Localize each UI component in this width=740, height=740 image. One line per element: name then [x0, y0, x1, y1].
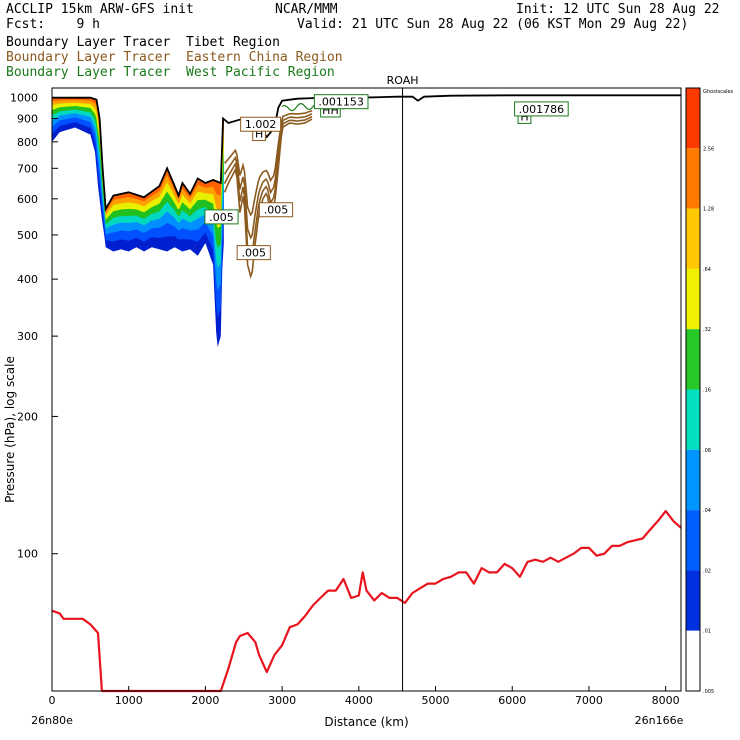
colorbar-swatch-7 — [686, 510, 700, 571]
annotation-text: .005 — [241, 247, 266, 260]
x-axis-title: Distance (km) — [324, 715, 408, 729]
colorbar-label: .04 — [703, 508, 711, 514]
annotation-text: H — [520, 110, 528, 123]
x-tick-label: 6000 — [498, 694, 526, 707]
header-right-line1: Init: 12 UTC Sun 28 Aug 22 — [516, 2, 720, 17]
china-tracer-contour-3 — [224, 109, 313, 217]
x-tick-label: 4000 — [345, 694, 373, 707]
tropopause-line — [51, 510, 682, 693]
station-label: ROAH — [387, 74, 419, 87]
tracer-fill-layer — [52, 97, 224, 348]
y-tick-label: 800 — [17, 136, 38, 149]
annotation-text: 1.002 — [245, 118, 277, 131]
annotation-box — [204, 209, 239, 225]
annotation-text: .001786 — [519, 103, 565, 116]
header-right-line2: Valid: 21 UTC Sun 28 Aug 22 (06 KST Mon … — [297, 17, 689, 32]
colorbar-swatch-2 — [686, 208, 700, 269]
legend-tracer-china: Boundary Layer Tracer Eastern China Regi… — [6, 50, 343, 65]
colorbar-swatch-8 — [686, 570, 700, 631]
header-left-line2: Fcst: 9 h — [6, 17, 100, 32]
colorbar-swatch-0 — [686, 88, 700, 149]
header-left-line1: ACCLIP 15km ARW-GFS init — [6, 2, 194, 17]
annotation-1: .005 — [236, 245, 271, 261]
colorbar-label: Ghostscales — [703, 89, 734, 95]
legend-tracer-pacific: Boundary Layer Tracer West Pacific Regio… — [6, 65, 335, 80]
plot-frame — [51, 87, 682, 692]
colorbar-swatch-3 — [686, 268, 700, 330]
annotation-8: .001786 — [514, 101, 569, 117]
x-tick-label: 8000 — [652, 694, 680, 707]
annotation-0: .005 — [204, 209, 239, 225]
y-tick-label: 500 — [17, 229, 38, 242]
terrain-line — [52, 94, 681, 212]
annotation-4: 1.002 — [240, 116, 282, 132]
colorbar-label: .16 — [703, 388, 711, 394]
colorbar-label: .08 — [703, 448, 711, 454]
y-tick-label: 100 — [17, 548, 38, 561]
colorbar-swatch-4 — [686, 329, 700, 390]
colorbar-label: 1.28 — [703, 207, 714, 213]
china-tracer-contour-0 — [223, 118, 313, 279]
annotation-text: .005 — [209, 211, 234, 224]
x-tick-label: 7000 — [575, 694, 603, 707]
annotation-box — [240, 116, 282, 132]
colorbar-label: .02 — [703, 568, 711, 574]
y-tick-label: 400 — [17, 273, 38, 286]
y-axis-title: Pressure (hPa), log scale — [3, 356, 17, 503]
tibet-tracer-band-4 — [52, 97, 224, 248]
y-tick-label: 200 — [17, 410, 38, 423]
colorbar-frame — [685, 87, 701, 692]
china-tracer-contour-1 — [223, 115, 313, 261]
x-tick-label: 3000 — [268, 694, 296, 707]
colorbar-label: .64 — [703, 267, 711, 273]
x-tick-label: 1000 — [115, 694, 143, 707]
colorbar-label: .01 — [703, 629, 711, 635]
colorbar-label: .32 — [703, 327, 711, 333]
x-tick-label: 5000 — [422, 694, 450, 707]
colorbar-swatch-5 — [686, 389, 700, 450]
y-tick-label: 300 — [17, 330, 38, 343]
header-center-line1: NCAR/MMM — [275, 2, 338, 17]
colorbar-label: .005 — [703, 689, 714, 695]
annotation-box — [236, 245, 271, 261]
annotation-box — [514, 101, 569, 117]
y-tick-label: 700 — [17, 162, 38, 175]
colorbar-label: 2.56 — [703, 146, 714, 152]
colorbar-swatch-1 — [686, 148, 700, 209]
annotation-text: .001153 — [318, 96, 364, 109]
axes-layer: ROAH 0 1000 2000 3000 4000 5000 6000 7000 8000 26n… — [3, 74, 684, 729]
x-tick-label: 2000 — [191, 694, 219, 707]
annotation-text: .005 — [264, 204, 289, 217]
china-tracer-contour-2 — [223, 113, 313, 240]
line-layer — [51, 88, 682, 693]
y-tick-label: 1000 — [10, 92, 38, 105]
annotation-box — [258, 202, 294, 218]
x-end-label: 26n166e — [635, 714, 684, 727]
legend-tracer-tibet: Boundary Layer Tracer Tibet Region — [6, 35, 280, 50]
annotation-box — [313, 94, 369, 110]
annotation-2: .005 — [258, 202, 294, 218]
x-tick-label: 0 — [49, 694, 56, 707]
colorbar-swatch-9 — [686, 630, 700, 691]
y-tick-label: 600 — [17, 193, 38, 206]
y-tick-label: 900 — [17, 113, 38, 126]
colorbar-swatch-6 — [686, 449, 700, 511]
annotation-6: .001153 — [313, 94, 369, 110]
x-start-label: 26n80e — [31, 714, 73, 727]
colorbar: Ghostscales 2.56 1.28 .64 .32 .16 .08 .04 .02 .01… — [685, 87, 734, 695]
annotation-text: H — [255, 128, 263, 141]
